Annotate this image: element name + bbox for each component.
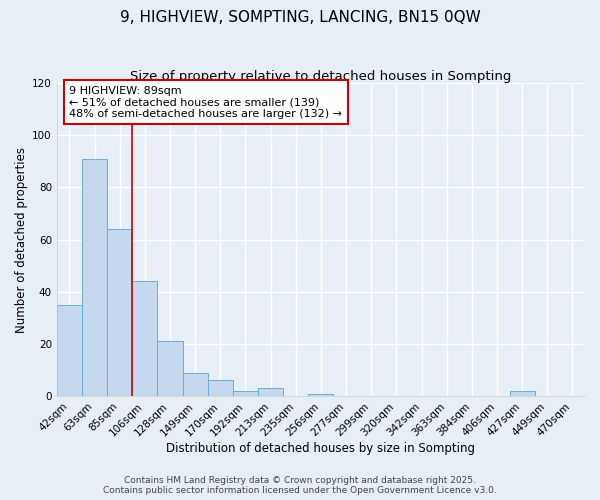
Bar [308, 394, 334, 396]
Bar [107, 229, 132, 396]
Text: 9 HIGHVIEW: 89sqm
← 51% of detached houses are smaller (139)
48% of semi-detache: 9 HIGHVIEW: 89sqm ← 51% of detached hous… [70, 86, 343, 119]
X-axis label: Distribution of detached houses by size in Sompting: Distribution of detached houses by size … [166, 442, 475, 455]
Text: Contains HM Land Registry data © Crown copyright and database right 2025.
Contai: Contains HM Land Registry data © Crown c… [103, 476, 497, 495]
Bar [182, 372, 208, 396]
Bar [509, 391, 535, 396]
Text: 9, HIGHVIEW, SOMPTING, LANCING, BN15 0QW: 9, HIGHVIEW, SOMPTING, LANCING, BN15 0QW [119, 10, 481, 25]
Bar [157, 342, 182, 396]
Bar [82, 158, 107, 396]
Y-axis label: Number of detached properties: Number of detached properties [15, 146, 28, 332]
Bar [233, 391, 258, 396]
Bar [57, 305, 82, 396]
Bar [208, 380, 233, 396]
Bar [258, 388, 283, 396]
Title: Size of property relative to detached houses in Sompting: Size of property relative to detached ho… [130, 70, 512, 83]
Bar [132, 282, 157, 396]
